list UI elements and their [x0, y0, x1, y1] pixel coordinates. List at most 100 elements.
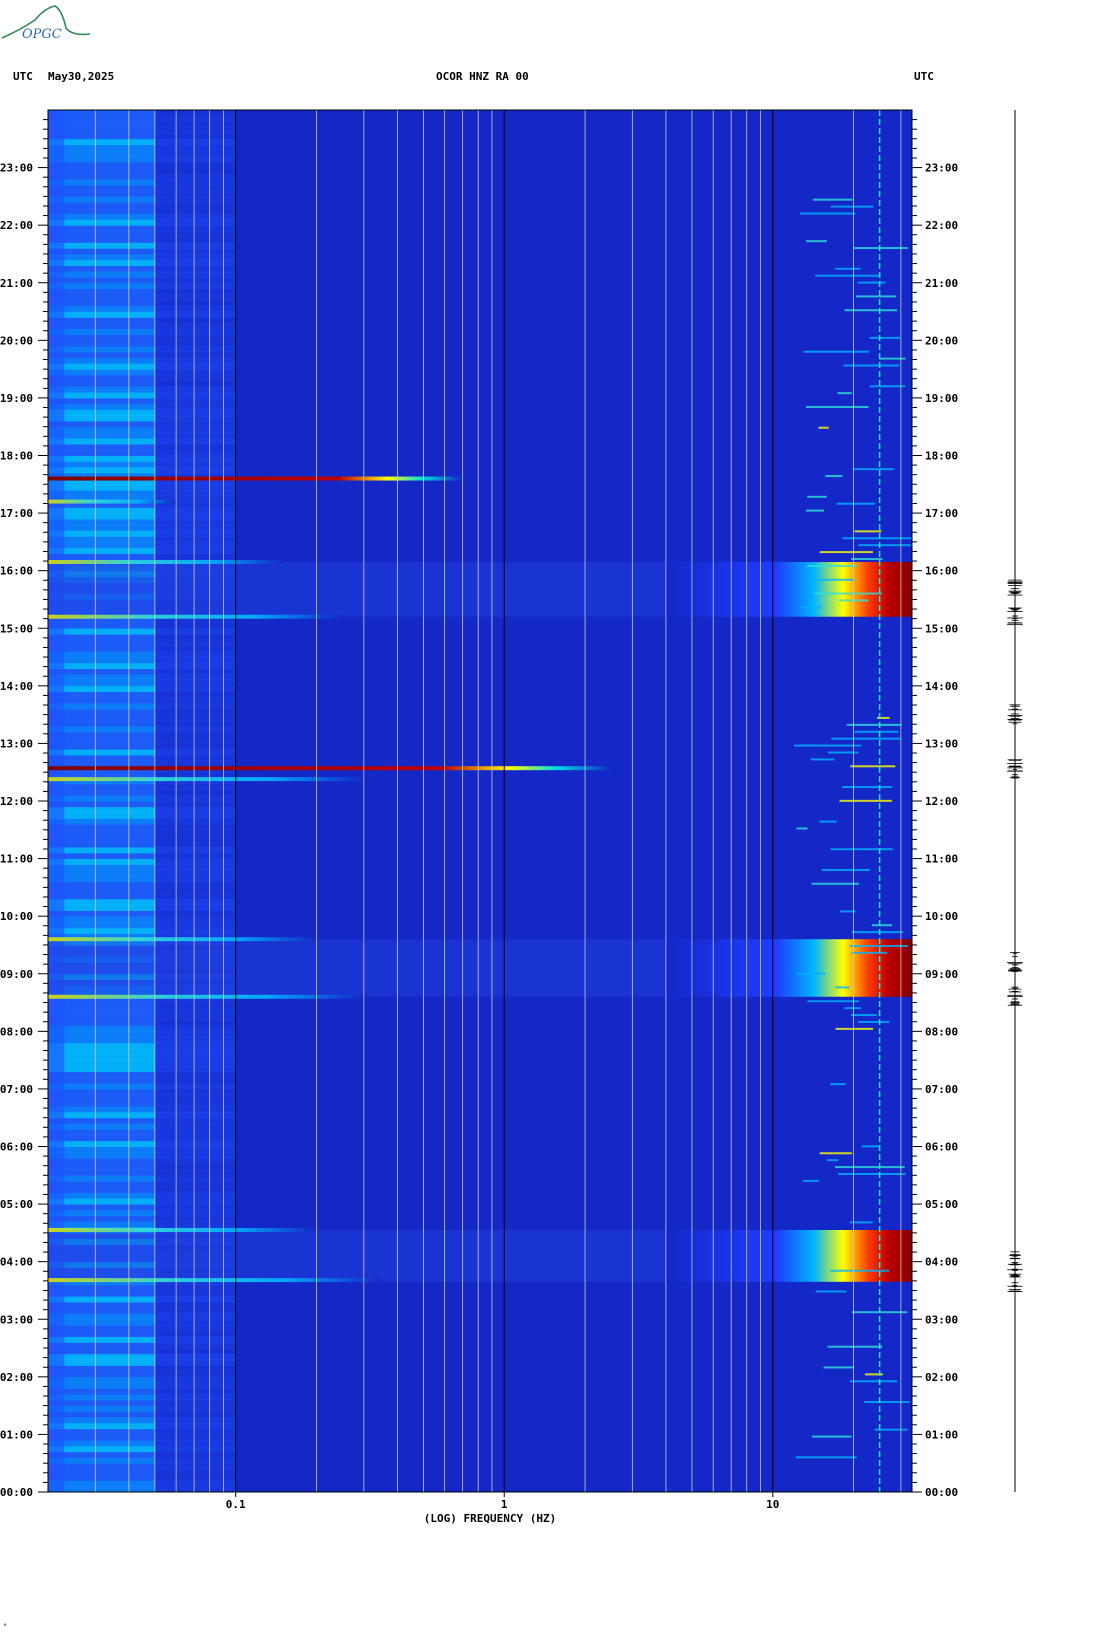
low-frequency-band	[48, 1088, 155, 1096]
low-frequency-band	[154, 173, 236, 180]
low-frequency-band	[154, 1117, 236, 1124]
low-frequency-band	[48, 1313, 155, 1320]
high-frequency-noise	[844, 309, 898, 312]
low-frequency-band	[154, 467, 236, 474]
low-frequency-band	[154, 127, 236, 134]
low-frequency-band	[48, 743, 155, 750]
low-frequency-band	[154, 1221, 236, 1228]
low-frequency-band	[154, 622, 236, 629]
high-frequency-noise	[806, 405, 869, 408]
low-frequency-band	[48, 657, 155, 664]
low-frequency-band	[48, 858, 155, 865]
low-frequency-band	[48, 1140, 155, 1147]
left-time-label: 06:00	[0, 1141, 33, 1154]
right-time-label: 13:00	[925, 737, 958, 750]
low-frequency-band	[48, 703, 155, 710]
low-frequency-band	[48, 351, 155, 359]
x-tick-label: 1	[501, 1498, 508, 1511]
right-time-label: 17:00	[925, 507, 958, 520]
left-time-label: 05:00	[0, 1198, 33, 1211]
low-frequency-band	[154, 904, 236, 911]
right-timezone-label: UTC	[914, 70, 934, 83]
low-frequency-band	[154, 369, 236, 376]
low-frequency-band	[48, 1169, 155, 1176]
low-frequency-band	[154, 1031, 236, 1038]
low-frequency-band	[48, 1060, 155, 1067]
low-frequency-band	[154, 340, 236, 347]
high-frequency-noise	[814, 592, 882, 595]
low-frequency-band	[48, 357, 155, 364]
low-frequency-band	[48, 1048, 155, 1055]
low-frequency-band	[48, 1123, 155, 1130]
low-frequency-band	[48, 179, 155, 186]
low-frequency-band	[48, 829, 155, 837]
right-time-label: 12:00	[925, 795, 958, 808]
right-time-label: 10:00	[925, 910, 958, 923]
low-frequency-band	[48, 1094, 155, 1101]
left-time-label: 14:00	[0, 680, 33, 693]
low-frequency-band	[154, 276, 236, 284]
high-frequency-noise	[827, 1159, 839, 1162]
low-frequency-band	[48, 1019, 155, 1027]
high-frequency-noise	[849, 1380, 898, 1383]
left-time-label: 03:00	[0, 1313, 33, 1326]
low-frequency-band	[154, 242, 236, 249]
low-frequency-band	[48, 144, 155, 151]
low-frequency-band	[154, 346, 236, 353]
low-frequency-band	[154, 1319, 236, 1326]
low-frequency-band	[48, 1031, 155, 1038]
high-frequency-noise	[834, 1166, 905, 1169]
low-frequency-band	[154, 852, 236, 860]
high-frequency-noise	[835, 1027, 874, 1030]
low-frequency-band	[154, 1129, 236, 1136]
low-frequency-band	[154, 749, 236, 756]
low-frequency-band	[154, 225, 236, 232]
low-frequency-band	[48, 1480, 155, 1487]
high-frequency-noise	[841, 786, 892, 789]
low-frequency-band	[154, 1325, 236, 1332]
low-frequency-band	[48, 708, 155, 716]
low-frequency-band	[154, 259, 236, 266]
high-frequency-noise	[830, 1269, 890, 1272]
low-frequency-band	[154, 1019, 236, 1027]
low-frequency-band	[154, 714, 236, 721]
low-frequency-band	[48, 495, 155, 503]
low-frequency-band	[154, 858, 236, 865]
low-frequency-band	[48, 507, 155, 514]
low-frequency-band	[48, 173, 155, 180]
low-frequency-band	[48, 328, 155, 336]
high-frequency-noise	[810, 758, 835, 761]
low-frequency-band	[154, 357, 236, 364]
low-frequency-band	[154, 616, 236, 623]
low-frequency-band	[154, 530, 236, 537]
high-frequency-noise	[836, 502, 875, 505]
low-frequency-band	[48, 271, 155, 278]
low-frequency-band	[154, 737, 236, 744]
high-frequency-noise	[871, 924, 893, 927]
low-frequency-band	[154, 288, 236, 295]
high-frequency-noise	[823, 1366, 854, 1369]
low-frequency-band	[154, 236, 236, 243]
low-frequency-band	[48, 478, 155, 485]
high-frequency-noise	[795, 1456, 857, 1459]
low-frequency-band	[48, 1319, 155, 1326]
low-frequency-band	[154, 1054, 236, 1061]
low-frequency-band	[154, 1025, 236, 1032]
x-tick-label: 0.1	[226, 1498, 246, 1511]
low-frequency-band	[48, 110, 65, 1492]
low-frequency-band	[154, 1463, 236, 1470]
low-frequency-band	[48, 317, 155, 324]
low-frequency-band	[154, 403, 236, 410]
low-frequency-band	[48, 1077, 155, 1084]
low-frequency-band	[48, 1037, 155, 1044]
low-frequency-band	[48, 138, 155, 146]
right-time-label: 16:00	[925, 565, 958, 578]
low-frequency-band	[154, 426, 236, 433]
low-frequency-band	[48, 346, 155, 353]
low-frequency-band	[154, 1417, 236, 1424]
low-frequency-band	[48, 1117, 155, 1124]
high-frequency-noise	[849, 1221, 873, 1224]
low-frequency-band	[154, 1060, 236, 1067]
x-axis-label: (LOG) FREQUENCY (HZ)	[424, 1512, 556, 1525]
low-frequency-band	[48, 127, 155, 134]
